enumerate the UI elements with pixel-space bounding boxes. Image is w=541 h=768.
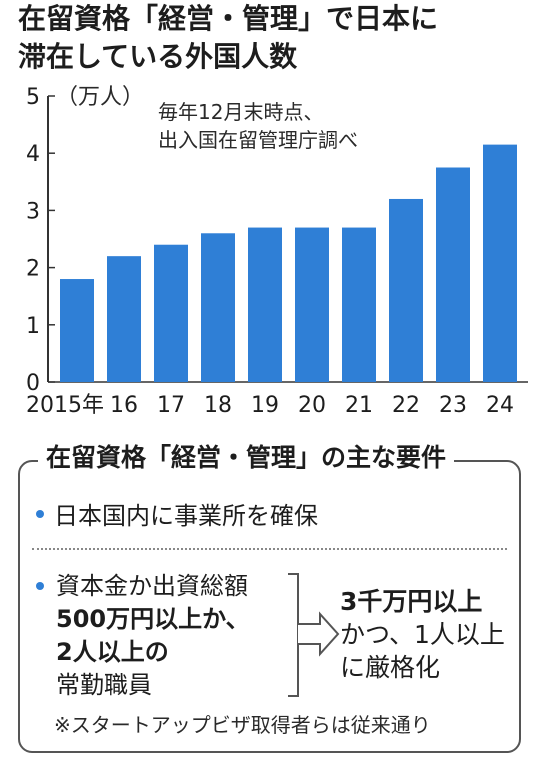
bar-2 <box>154 244 188 382</box>
requirement-item-2-line-2: 500万円以上か、 <box>56 605 250 633</box>
footnote: ※スタートアップビザ取得者らは従来通り <box>54 713 431 737</box>
x-tick-label: 22 <box>392 393 420 418</box>
right-arrow-icon <box>288 573 340 697</box>
chart-note-line-2: 出入国在留管理庁調べ <box>158 128 358 152</box>
dotted-divider <box>32 548 507 550</box>
y-tick-label: 1 <box>26 314 40 339</box>
requirement-item-2-line-1: 資本金か出資総額 <box>56 572 248 600</box>
bar-4 <box>248 227 282 382</box>
chart-note: 毎年12月末時点、 出入国在留管理庁調べ <box>158 98 358 154</box>
bar-6 <box>342 227 376 382</box>
requirement-item-1-text: 日本国内に事業所を確保 <box>54 502 318 530</box>
requirement-result: 3千万円以上 かつ、1人以上 に厳格化 <box>340 585 505 684</box>
result-line-2: かつ、1人以上 <box>340 618 505 651</box>
x-tick-label: 18 <box>204 393 232 418</box>
x-tick-label: 21 <box>345 393 373 418</box>
y-tick-label: 5 <box>26 85 40 110</box>
y-tick-label: 3 <box>26 199 40 224</box>
x-tick-label: 20 <box>298 393 326 418</box>
page-title: 在留資格「経営・管理」で日本に 滞在している外国人数 <box>18 0 438 76</box>
result-line-1: 3千万円以上 <box>340 587 483 616</box>
x-tick-label: 24 <box>486 393 514 418</box>
bar-8 <box>436 167 470 382</box>
bar-0 <box>60 279 94 382</box>
x-tick-label: 23 <box>439 393 467 418</box>
requirement-item-2-line-3: 2人以上の <box>56 638 169 666</box>
bar-3 <box>201 233 235 382</box>
chart-bars <box>60 144 517 382</box>
x-tick-label: 19 <box>251 393 279 418</box>
title-line-2: 滞在している外国人数 <box>18 40 298 73</box>
requirement-item-2: 資本金か出資総額 500万円以上か、 2人以上の 常勤職員 <box>56 570 250 702</box>
bar-9 <box>483 144 517 382</box>
bullet-icon <box>36 510 44 518</box>
title-line-1: 在留資格「経営・管理」で日本に <box>18 2 439 35</box>
bullet-icon <box>36 582 44 590</box>
y-axis-unit: （万人） <box>56 85 145 110</box>
bar-7 <box>389 198 423 382</box>
y-tick-label: 0 <box>26 371 40 396</box>
result-line-3: に厳格化 <box>340 653 441 682</box>
bar-1 <box>107 256 141 382</box>
chart-note-line-1: 毎年12月末時点、 <box>158 100 324 124</box>
x-tick-labels: 2015年 16 17 18 19 20 21 22 23 24 <box>26 393 514 418</box>
requirement-item-2-line-4: 常勤職員 <box>56 671 152 699</box>
x-tick-label: 16 <box>110 393 138 418</box>
y-tick-label: 4 <box>26 142 40 167</box>
x-tick-label: 2015年 <box>26 393 104 418</box>
requirements-title: 在留資格「経営・管理」の主な要件 <box>38 441 455 475</box>
bar-5 <box>295 227 329 382</box>
y-tick-label: 2 <box>26 257 40 282</box>
requirement-item-1: 日本国内に事業所を確保 <box>36 500 318 532</box>
x-tick-label: 17 <box>157 393 185 418</box>
y-tick-labels: 0 1 2 3 4 5 <box>26 85 40 396</box>
result-line-2-text: かつ、1人以上 <box>340 620 505 649</box>
